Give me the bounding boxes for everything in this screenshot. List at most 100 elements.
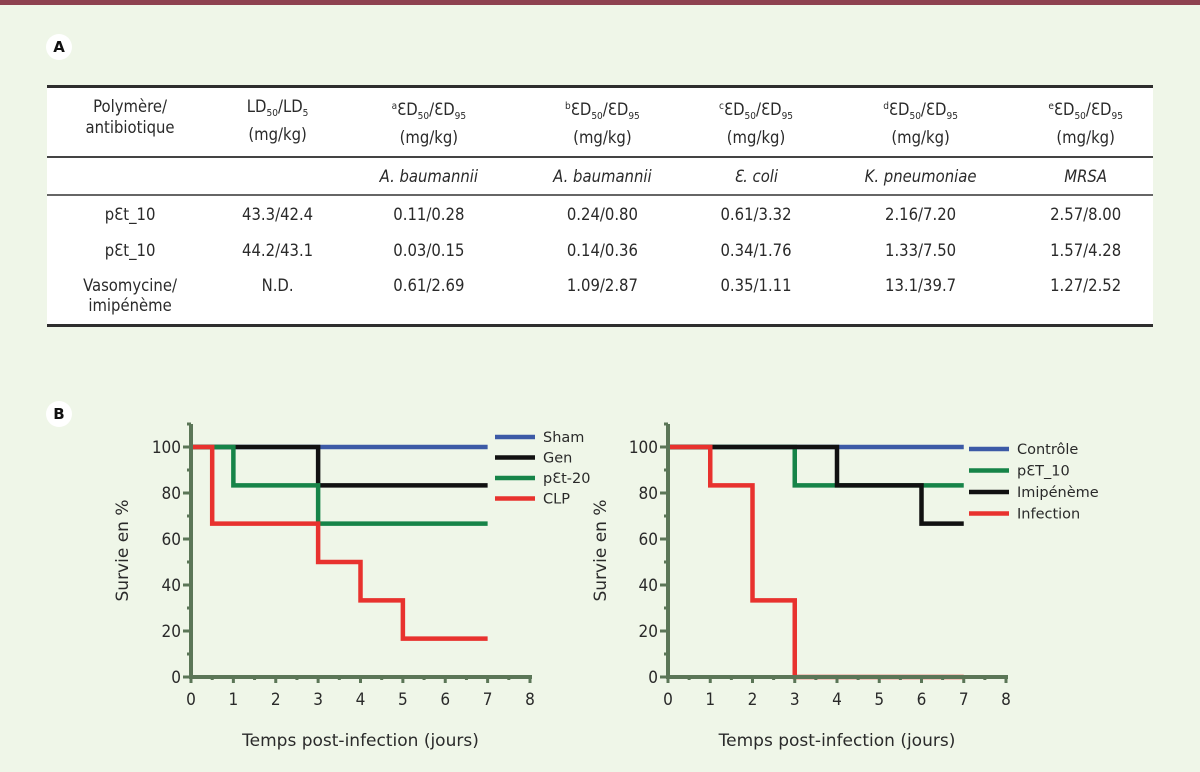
table-cell: 0.03/0.15 (393, 240, 465, 260)
header-col: dƐD50/ƐD95 (mg/kg) (822, 88, 1019, 158)
table-cell: 1.33/7.50 (885, 240, 957, 260)
y-axis-title: Survie en % (591, 500, 611, 602)
x-tick-label: 8 (1001, 690, 1011, 710)
table-cell: 0.34/1.76 (720, 240, 792, 260)
table-cell: 0.35/1.11 (720, 276, 792, 295)
x-tick-label: 1 (705, 690, 715, 710)
legend-label: Infection (1017, 507, 1080, 523)
table-cell: 2.16/7.20 (885, 204, 957, 224)
table-cell: 0.61/2.69 (393, 276, 465, 295)
x-axis-title: Temps post-infection (jours) (241, 731, 479, 751)
legend-label: Contrôle (1017, 442, 1078, 458)
header-unit: (mg/kg) (1056, 128, 1115, 147)
header-quantity: bƐD50/ƐD95 (565, 100, 640, 122)
table-cell: 0.24/0.80 (566, 204, 638, 224)
header-unit: (mg/kg) (726, 128, 786, 147)
header-quantity: LD50/LD5 (246, 97, 309, 119)
y-tick-label: 80 (162, 484, 181, 504)
survival-line-clp (191, 444, 488, 641)
table-cell: 43.3/42.4 (242, 204, 314, 224)
panel-label-a: A (46, 34, 72, 60)
table-row: pƐt_10 43.3/42.4 0.11/0.28 0.24/0.80 0.6… (47, 195, 1153, 232)
results-table: Polymère/ antibiotique LD50/LD5 (mg/kg) a… (47, 85, 1153, 327)
legend-label: CLP (543, 492, 570, 508)
species-cell (213, 157, 343, 196)
y-tick-label: 60 (639, 530, 658, 550)
header-unit: (mg/kg) (573, 128, 632, 147)
header-unit: (mg/kg) (891, 128, 950, 147)
y-tick-label: 20 (639, 622, 658, 642)
row-label: Vasomycine/ imipénème (83, 276, 177, 315)
survival-line-p-t-20 (191, 444, 488, 526)
header-col: cƐD50/ƐD95 (mg/kg) (689, 88, 823, 158)
y-tick-label: 40 (162, 576, 181, 596)
x-tick-label: 8 (525, 690, 535, 710)
header-quantity: dƐD50/ƐD95 (883, 100, 958, 122)
x-tick-label: 7 (483, 690, 493, 710)
legend-label: Gen (543, 451, 572, 467)
panel-label-b: B (46, 401, 72, 427)
top-accent-bar (0, 0, 1200, 5)
x-tick-label: 5 (398, 690, 408, 710)
legend-label: Sham (543, 430, 584, 446)
header-col: LD50/LD5 (mg/kg) (213, 88, 343, 158)
series-group (191, 444, 488, 641)
x-tick-label: 1 (229, 690, 239, 710)
x-tick-label: 4 (832, 690, 842, 710)
header-col: aƐD50/ƐD95 (mg/kg) (342, 88, 516, 158)
y-axis-title: Survie en % (113, 500, 133, 602)
header-col: bƐD50/ƐD95 (mg/kg) (515, 88, 690, 158)
header-polymer: Polymère/ antibiotique (47, 88, 214, 158)
table-row: pƐt_10 44.2/43.1 0.03/0.15 0.14/0.36 0.3… (47, 232, 1153, 268)
legend-label: pƐt-20 (543, 471, 590, 487)
species-cell: K. pneumoniae (822, 157, 1019, 196)
x-tick-label: 2 (748, 690, 758, 710)
y-tick-label: 80 (639, 484, 658, 504)
species-cell (47, 157, 214, 196)
y-tick-label: 40 (639, 576, 658, 596)
legend: Contrôle pƐT_10 Imipénème Infection (969, 442, 1099, 523)
header-unit: (mg/kg) (248, 125, 307, 144)
header-quantity: cƐD50/ƐD95 (719, 100, 794, 122)
header-quantity: aƐD50/ƐD95 (391, 100, 467, 122)
x-tick-label: 2 (271, 690, 281, 710)
table-cell: 1.27/2.52 (1050, 276, 1122, 295)
table-cell: 1.57/4.28 (1050, 240, 1122, 260)
series-group (668, 444, 964, 680)
survival-line-infection (668, 444, 964, 680)
x-tick-label: 0 (186, 690, 196, 710)
table-cell: 13.1/39.7 (885, 276, 957, 295)
species-cell: MRSA (1018, 157, 1153, 196)
x-tick-label: 5 (874, 690, 884, 710)
x-tick-label: 4 (356, 690, 366, 710)
table-cell: 44.2/43.1 (242, 240, 314, 260)
table-cell: 1.09/2.87 (566, 276, 638, 295)
legend: Sham Gen pƐt-20 CLP (495, 430, 590, 508)
y-tick-label: 0 (648, 668, 658, 688)
header-col: eƐD50/ƐD95 (mg/kg) (1018, 88, 1153, 158)
table-cell: 0.61/3.32 (720, 204, 792, 224)
y-tick-label: 100 (152, 438, 181, 458)
x-tick-label: 6 (917, 690, 927, 710)
species-cell: A. baumannii (515, 157, 690, 196)
table-header-row: Polymère/ antibiotique LD50/LD5 (mg/kg) a… (47, 88, 1153, 158)
species-cell: Ɛ. coli (689, 157, 823, 196)
header-unit: (mg/kg) (399, 128, 459, 147)
x-tick-label: 0 (663, 690, 673, 710)
legend-label: pƐT_10 (1017, 464, 1070, 480)
x-tick-label: 6 (440, 690, 450, 710)
x-axis-title: Temps post-infection (jours) (718, 731, 956, 751)
table-row: Vasomycine/ imipénème N.D. 0.61/2.69 1.0… (47, 268, 1153, 324)
x-tick-label: 3 (313, 690, 323, 710)
species-cell: A. baumannii (342, 157, 516, 196)
table-cell: 0.14/0.36 (566, 240, 638, 260)
y-tick-label: 60 (162, 530, 181, 550)
table-cell: N.D. (261, 276, 294, 295)
table-cell: 2.57/8.00 (1050, 204, 1122, 224)
x-tick-label: 3 (790, 690, 800, 710)
legend-label: Imipénème (1017, 485, 1099, 501)
y-tick-label: 20 (162, 622, 181, 642)
table-cell: 0.11/0.28 (393, 204, 465, 224)
